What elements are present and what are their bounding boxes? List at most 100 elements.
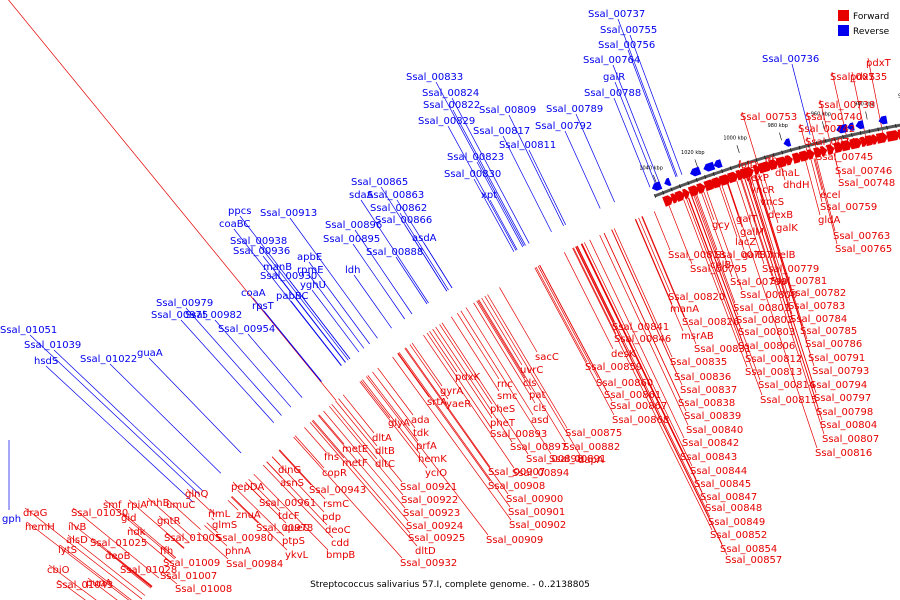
forward-gene-label: Ssal_00783: [788, 301, 845, 312]
leader-line: [589, 239, 685, 439]
forward-gene-label: Ssal_00861: [604, 390, 661, 401]
forward-gene-label: asd: [531, 415, 549, 426]
forward-gene-label: Ssal_00795: [690, 264, 747, 275]
leader-line: [815, 157, 836, 232]
reverse-gene: [664, 177, 672, 186]
leader-line: [206, 522, 219, 534]
forward-gene-label: rpiA: [127, 500, 147, 511]
backbone-marker: [886, 125, 888, 130]
reverse-gene-label: Ssal_00764: [583, 55, 640, 66]
leader-line: [805, 160, 821, 216]
reverse-gene-label: Ssal_00788: [584, 88, 641, 99]
reverse-gene-label: Ssal_00833: [406, 72, 463, 83]
leader-line: [613, 228, 673, 358]
reverse-gene: [703, 161, 716, 172]
forward-gene-label: Ssal_00846: [614, 334, 671, 345]
forward-gene-label: Ssal_00978: [256, 523, 313, 534]
backbone-marker: [842, 134, 844, 139]
leader-line: [727, 183, 818, 449]
forward-gene: [833, 142, 844, 154]
reverse-gene-label: Ssal_01051: [0, 325, 57, 336]
forward-gene-label: Ssal_00800: [740, 290, 797, 301]
leader-line: [599, 234, 689, 426]
leader-line: [740, 179, 773, 277]
reverse-gene-label: Ssal_00863: [367, 190, 424, 201]
reverse-gene-label: Ssal_00809: [479, 105, 536, 116]
forward-gene: [775, 156, 788, 169]
forward-gene-label: srtA: [427, 397, 447, 408]
leader-line: [311, 420, 345, 459]
leader-line: [104, 499, 175, 560]
leader-line: [397, 352, 491, 482]
forward-gene-label: Ssal_01005: [164, 533, 221, 544]
forward-gene-label: Ssal_00897: [510, 442, 567, 453]
reverse-gene-label: Ssal_00817: [473, 126, 530, 137]
leader-line: [781, 167, 786, 181]
backbone-marker: [851, 132, 853, 137]
reverse-gene-label: Ssal_00737: [588, 9, 645, 20]
reverse-gene-label: Ssal_00930: [260, 271, 317, 282]
leader-line: [451, 97, 530, 244]
forward-gene-label: Ssal_00841: [612, 322, 669, 333]
leader-line: [409, 344, 449, 400]
forward-gene-label: pdxS: [850, 72, 875, 83]
backbone-marker: [678, 184, 681, 189]
leader-line: [29, 334, 201, 496]
reverse-gene-label: Ssal_01039: [24, 340, 81, 351]
forward-gene-label: tdk: [413, 428, 429, 439]
leader-line: [611, 229, 683, 386]
leader-line: [318, 415, 409, 522]
forward-gene-label: Ssal_00745: [816, 152, 873, 163]
leader-line: [278, 450, 312, 486]
forward-gene-label: msrAB: [681, 331, 714, 342]
leader-line: [59, 544, 132, 600]
leader-line: [583, 242, 693, 467]
leader-line: [342, 394, 375, 434]
leader-line: [367, 375, 419, 442]
forward-gene-label: ada: [411, 415, 430, 426]
leader-line: [290, 300, 342, 366]
forward-gene-label: Ssal_01028: [120, 565, 177, 576]
leader-line: [259, 245, 349, 361]
scale-tick-label: 1040 kbp: [639, 166, 663, 172]
forward-gene-label: Ssal_00984: [226, 559, 283, 570]
forward-gene-label: Ssal_00980: [216, 533, 273, 544]
forward-gene-label: rnhB: [146, 498, 170, 509]
forward-gene-label: Ssal_00857: [725, 555, 782, 566]
forward-gene-label: Ssal_00797: [814, 393, 871, 404]
leader-line: [362, 379, 421, 455]
forward-gene-label: Ssal_00898: [526, 454, 583, 465]
forward-gene-label: Ssal_00923: [403, 508, 460, 519]
forward-gene-label: Ssal_00759: [820, 202, 877, 213]
leader-line: [635, 218, 673, 305]
leader-line: [687, 197, 763, 396]
forward-gene-label: Ssal_00835: [670, 357, 727, 368]
backbone-marker: [781, 150, 784, 155]
backbone-marker: [704, 174, 707, 179]
reverse-gene-label: Ssal_00913: [260, 208, 317, 219]
forward-gene-label: dhaK: [765, 155, 791, 166]
reverse-gene-label: Ssal_01022: [80, 354, 137, 365]
forward-gene-label: Ssal_00893: [490, 429, 547, 440]
forward-gene-label: galT: [736, 214, 758, 225]
forward-gene-label: Ssal_00784: [790, 314, 847, 325]
reverse-gene-label: manB: [263, 262, 292, 273]
forward-gene-label: Ssal_00847: [700, 492, 757, 503]
reverse-gene: [878, 115, 888, 125]
forward-gene: [662, 195, 673, 207]
leader-line: [271, 456, 325, 513]
forward-gene-label: Ssal_00799: [730, 277, 787, 288]
reverse-gene-label: guaA: [137, 348, 163, 359]
forward-gene-label: Ssal_00735: [830, 72, 887, 83]
forward-gene-label: Ssal_00781: [770, 276, 827, 287]
forward-gene-label: manA: [670, 304, 699, 315]
forward-gene-label: Ssal_01030: [71, 508, 128, 519]
forward-gene-label: hemH: [25, 522, 55, 533]
forward-gene-label: draG: [23, 508, 47, 519]
leader-line: [617, 18, 678, 177]
forward-gene-label: gntR: [157, 516, 181, 527]
forward-gene-label: Ssal_00932: [400, 558, 457, 569]
leader-line: [460, 310, 552, 455]
leader-line: [691, 196, 761, 381]
scale-tick: [653, 174, 657, 183]
